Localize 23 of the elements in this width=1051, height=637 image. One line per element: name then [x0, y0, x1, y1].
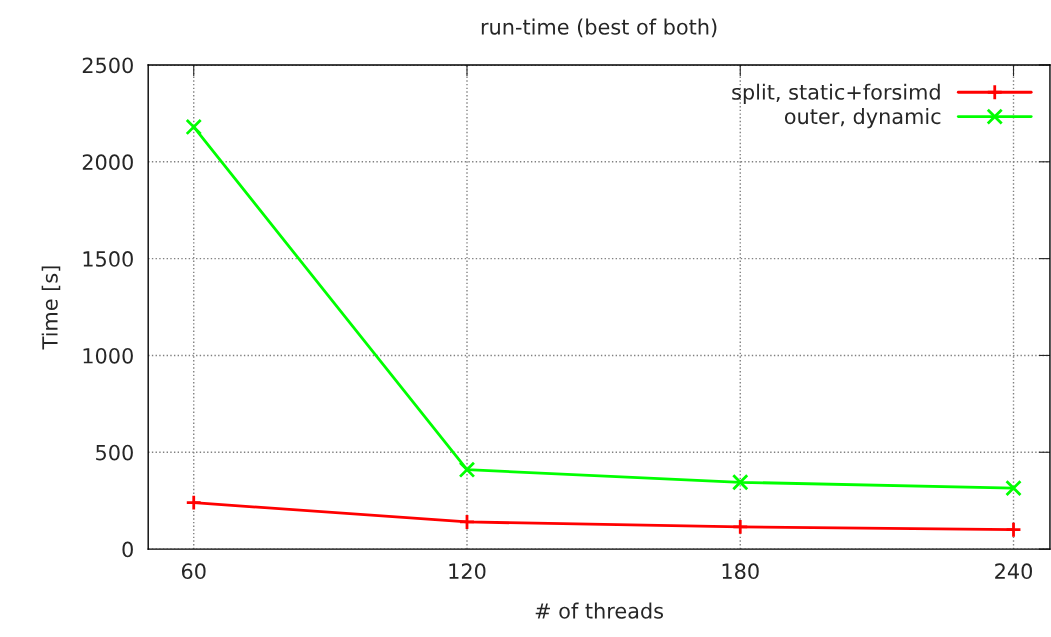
y-tick-label: 500 — [96, 444, 133, 461]
point — [458, 461, 476, 479]
point — [185, 494, 203, 511]
y-tick-label: 2500 — [82, 57, 133, 74]
point — [731, 518, 749, 536]
y-axis-title: Time [s] — [41, 266, 61, 350]
point — [458, 513, 476, 531]
y-tick-label: 1500 — [83, 251, 133, 267]
legend-label: split, static+forsimd — [732, 83, 940, 104]
legend-label: outer, dynamic — [784, 108, 941, 129]
point — [185, 118, 203, 136]
x-tick-label: 180 — [722, 563, 759, 580]
x-axis-title: # of threads — [535, 602, 664, 619]
point — [731, 473, 749, 491]
point — [1005, 479, 1022, 497]
chart-title: run-time (best of both) — [481, 18, 717, 38]
x-tick-label: 240 — [995, 563, 1033, 580]
y-tick-label: 1000 — [83, 347, 133, 364]
y-tick-label: 2000 — [82, 154, 133, 171]
x-tick-label: 60 — [181, 563, 206, 580]
point — [1005, 521, 1022, 539]
y-tick-label: 0 — [122, 541, 133, 558]
x-tick-label: 120 — [449, 563, 486, 580]
